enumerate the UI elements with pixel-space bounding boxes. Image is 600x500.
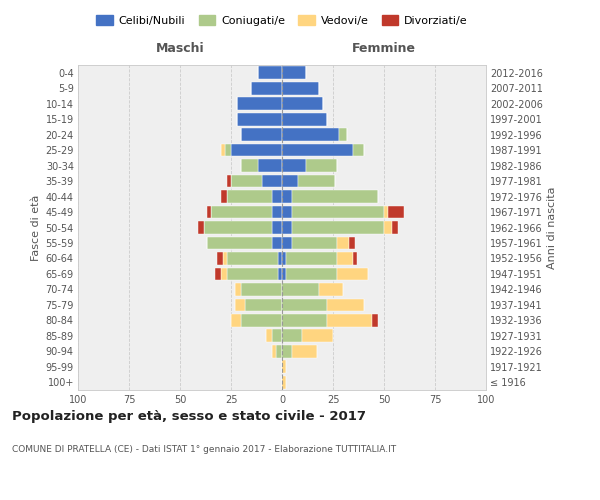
Bar	[286, 252, 337, 265]
Bar	[278, 268, 282, 280]
Bar	[231, 174, 262, 188]
Bar	[227, 174, 231, 188]
Bar	[241, 159, 257, 172]
Bar	[278, 252, 282, 265]
Bar	[227, 268, 278, 280]
Bar	[206, 236, 272, 250]
Bar	[286, 268, 337, 280]
Bar	[282, 113, 327, 126]
Bar	[282, 128, 339, 141]
Bar	[225, 144, 231, 156]
Bar	[282, 206, 292, 218]
Bar	[384, 206, 388, 218]
Bar	[237, 113, 282, 126]
Bar	[282, 268, 286, 280]
Bar	[282, 283, 319, 296]
Bar	[282, 98, 323, 110]
Bar	[292, 345, 317, 358]
Bar	[372, 314, 378, 326]
Text: Popolazione per età, sesso e stato civile - 2017: Popolazione per età, sesso e stato civil…	[12, 410, 366, 423]
Bar	[227, 252, 278, 265]
Bar	[241, 128, 282, 141]
Bar	[221, 190, 227, 203]
Bar	[337, 252, 353, 265]
Bar	[282, 376, 286, 388]
Bar	[272, 221, 282, 234]
Bar	[282, 360, 286, 373]
Legend: Celibi/Nubili, Coniugati/e, Vedovi/e, Divorziati/e: Celibi/Nubili, Coniugati/e, Vedovi/e, Di…	[92, 10, 472, 30]
Bar	[221, 268, 227, 280]
Bar	[272, 190, 282, 203]
Bar	[282, 159, 307, 172]
Y-axis label: Anni di nascita: Anni di nascita	[547, 186, 557, 269]
Bar	[319, 283, 343, 296]
Bar	[339, 128, 347, 141]
Bar	[307, 159, 337, 172]
Bar	[282, 345, 292, 358]
Text: COMUNE DI PRATELLA (CE) - Dati ISTAT 1° gennaio 2017 - Elaborazione TUTTITALIA.I: COMUNE DI PRATELLA (CE) - Dati ISTAT 1° …	[12, 445, 396, 454]
Bar	[327, 298, 364, 311]
Bar	[231, 314, 241, 326]
Bar	[235, 283, 241, 296]
Bar	[257, 66, 282, 79]
Bar	[251, 82, 282, 94]
Bar	[266, 330, 272, 342]
Bar	[241, 283, 282, 296]
Bar	[282, 330, 302, 342]
Bar	[245, 298, 282, 311]
Bar	[199, 221, 205, 234]
Bar	[292, 236, 337, 250]
Bar	[272, 206, 282, 218]
Bar	[337, 236, 349, 250]
Bar	[257, 159, 282, 172]
Bar	[327, 314, 372, 326]
Bar	[276, 345, 282, 358]
Bar	[215, 268, 221, 280]
Bar	[217, 252, 223, 265]
Bar	[282, 82, 319, 94]
Bar	[231, 144, 282, 156]
Bar	[282, 144, 353, 156]
Bar	[282, 66, 307, 79]
Bar	[292, 190, 378, 203]
Y-axis label: Fasce di età: Fasce di età	[31, 194, 41, 260]
Bar	[235, 298, 245, 311]
Bar	[205, 221, 272, 234]
Bar	[384, 221, 392, 234]
Bar	[292, 206, 384, 218]
Bar	[298, 174, 335, 188]
Bar	[237, 98, 282, 110]
Bar	[282, 221, 292, 234]
Bar	[349, 236, 355, 250]
Bar	[272, 236, 282, 250]
Bar	[223, 252, 227, 265]
Bar	[272, 345, 276, 358]
Bar	[282, 236, 292, 250]
Bar	[388, 206, 404, 218]
Bar	[211, 206, 272, 218]
Bar	[282, 252, 286, 265]
Bar	[292, 221, 384, 234]
Bar	[241, 314, 282, 326]
Bar	[282, 190, 292, 203]
Bar	[206, 206, 211, 218]
Bar	[337, 268, 368, 280]
Bar	[353, 252, 358, 265]
Bar	[262, 174, 282, 188]
Bar	[392, 221, 398, 234]
Bar	[282, 314, 327, 326]
Bar	[282, 298, 327, 311]
Bar	[353, 144, 364, 156]
Bar	[272, 330, 282, 342]
Bar	[227, 190, 272, 203]
Text: Maschi: Maschi	[155, 42, 205, 55]
Text: Femmine: Femmine	[352, 42, 416, 55]
Bar	[221, 144, 225, 156]
Bar	[282, 174, 298, 188]
Bar	[302, 330, 333, 342]
